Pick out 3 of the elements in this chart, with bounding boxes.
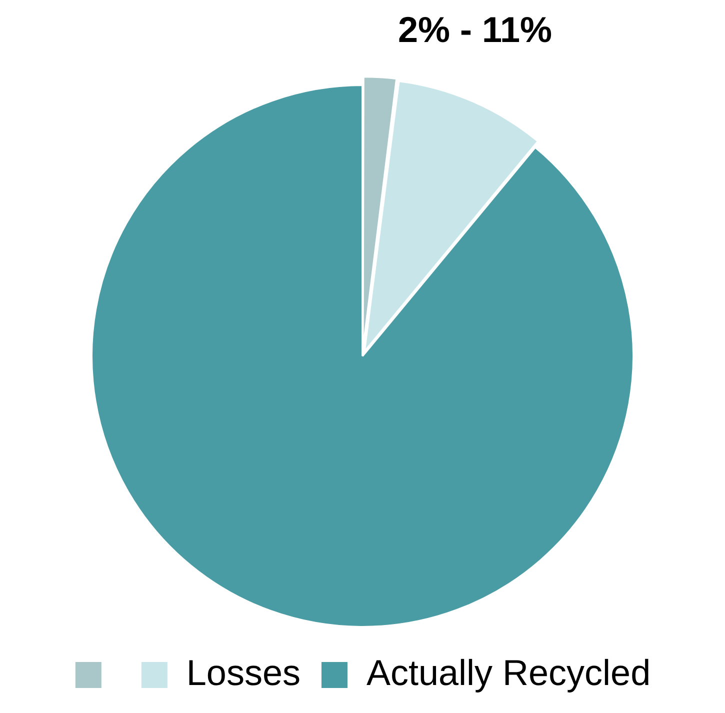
legend-label: Actually Recycled bbox=[366, 652, 651, 693]
text: 2% - 11% bbox=[398, 8, 552, 50]
legend-label: Losses bbox=[186, 652, 300, 693]
